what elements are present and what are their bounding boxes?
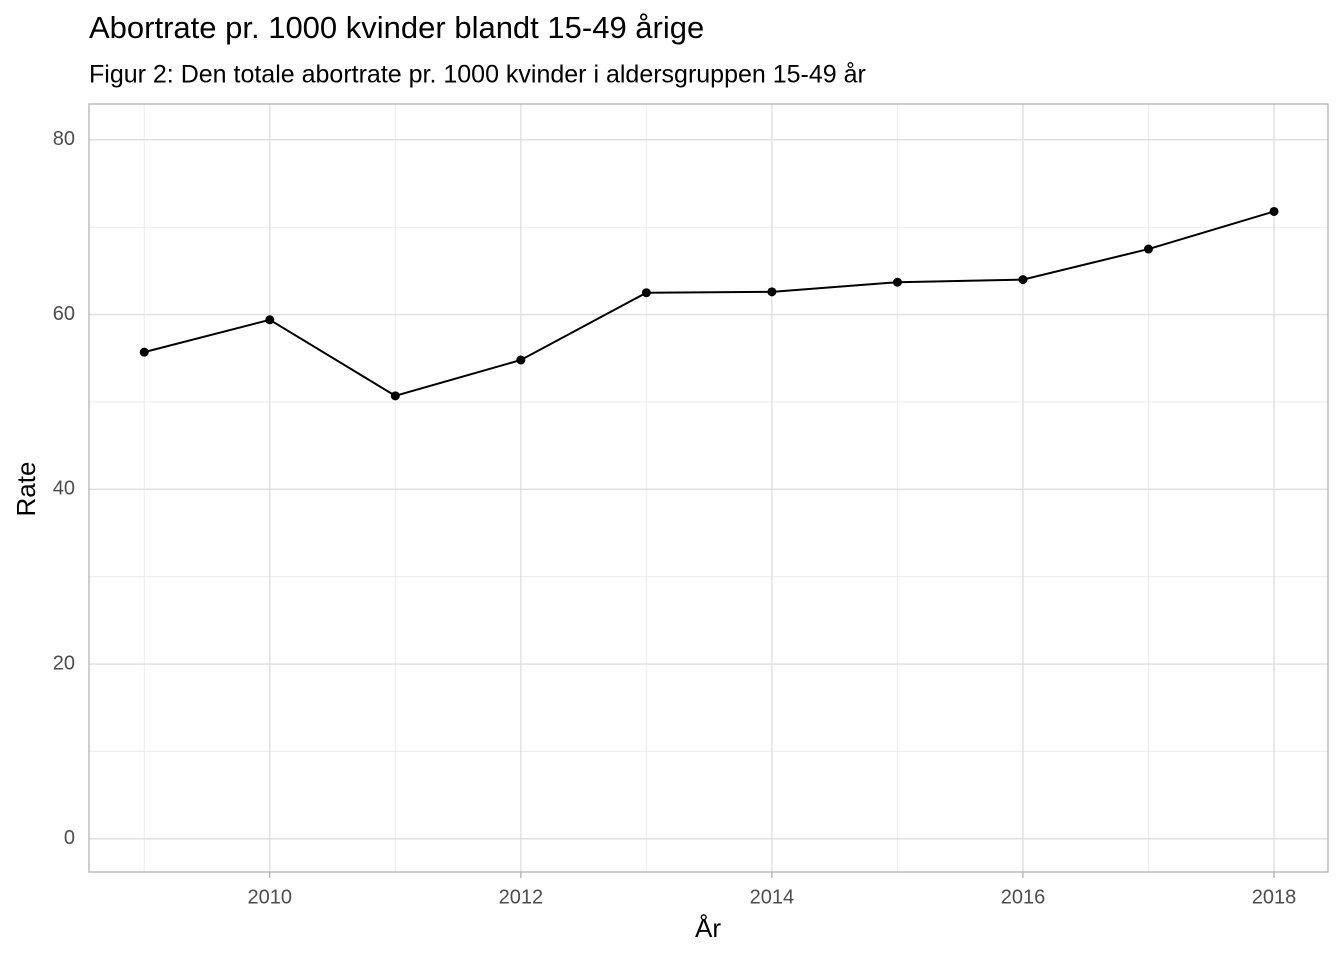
point xyxy=(641,288,651,298)
point xyxy=(265,315,275,325)
point xyxy=(139,347,149,357)
chart-subtitle: Figur 2: Den totale abortrate pr. 1000 k… xyxy=(89,61,866,89)
y-tick-label: 40 xyxy=(53,478,75,500)
y-tick-label: 0 xyxy=(64,827,75,849)
point xyxy=(1143,244,1153,254)
point xyxy=(892,277,902,287)
point xyxy=(390,391,400,401)
x-axis-title: År xyxy=(695,913,721,943)
y-tick-label: 80 xyxy=(53,128,75,150)
point xyxy=(516,355,526,365)
y-tick-label: 60 xyxy=(53,303,75,325)
chart-title: Abortrate pr. 1000 kvinder blandt 15-49 … xyxy=(89,10,704,45)
point xyxy=(1018,275,1028,285)
panel-border xyxy=(88,103,1329,873)
x-tick-label: 2014 xyxy=(750,886,795,908)
x-tick-label: 2016 xyxy=(1001,886,1046,908)
point xyxy=(767,287,777,297)
y-axis-title: Rate xyxy=(11,462,41,517)
line xyxy=(143,210,1275,397)
x-tick-label: 2010 xyxy=(248,886,293,908)
y-tick-label: 20 xyxy=(53,652,75,674)
x-tick-label: 2012 xyxy=(499,886,544,908)
x-tick-label: 2018 xyxy=(1252,886,1297,908)
point xyxy=(1269,206,1279,216)
